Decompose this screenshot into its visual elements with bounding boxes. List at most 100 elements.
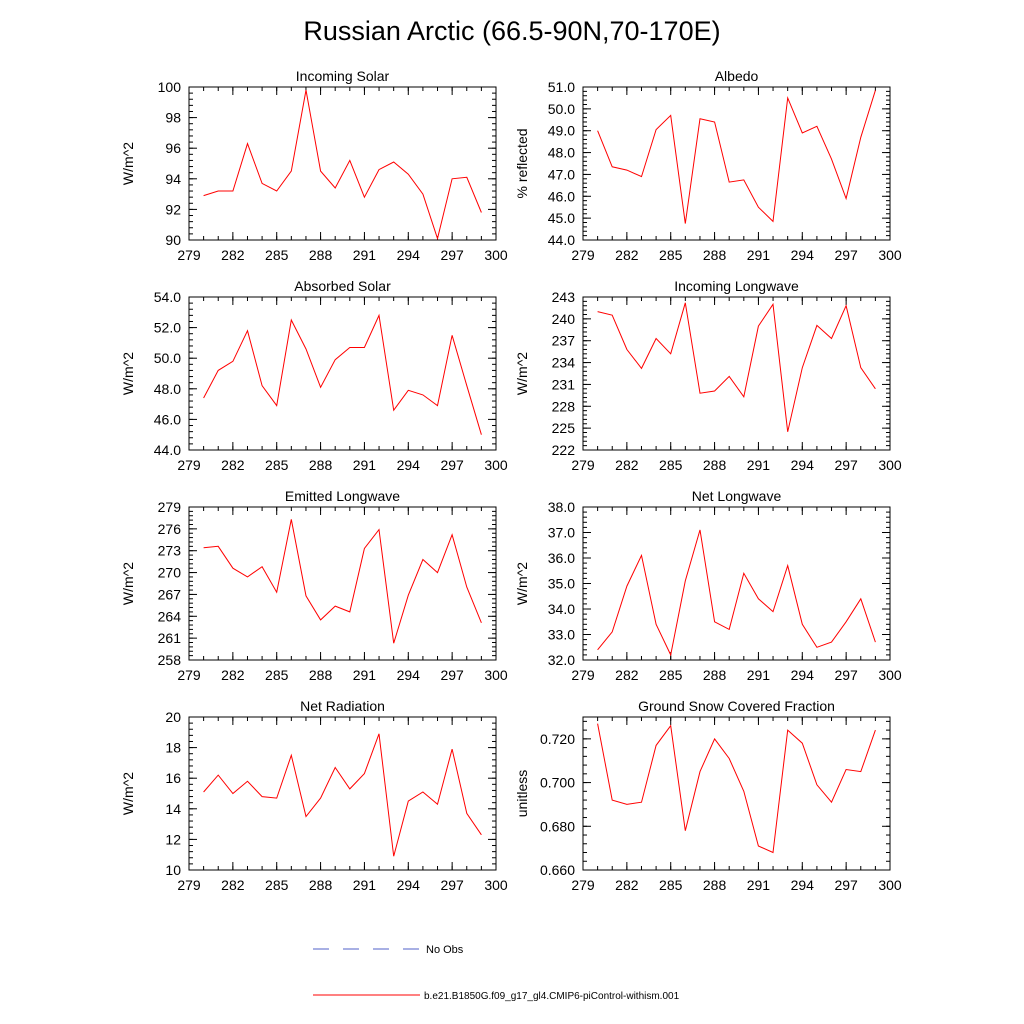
x-tick-label: 282 [221, 667, 245, 683]
y-axis-label: W/m^2 [120, 562, 136, 605]
x-tick-label: 279 [571, 247, 595, 263]
series-line-model [203, 313, 482, 435]
y-tick-label: 276 [158, 521, 182, 537]
x-tick-label: 294 [791, 247, 815, 263]
y-tick-label: 33.0 [548, 627, 575, 643]
y-tick-label: 20 [165, 709, 181, 725]
y-tick-label: 37.0 [548, 525, 575, 541]
x-tick-label: 300 [484, 247, 508, 263]
x-tick-label: 291 [353, 667, 377, 683]
x-tick-label: 300 [484, 667, 508, 683]
x-tick-label: 297 [834, 247, 858, 263]
y-tick-label: 270 [158, 565, 182, 581]
x-tick-label: 282 [221, 247, 245, 263]
x-tick-label: 291 [747, 667, 771, 683]
y-tick-label: 44.0 [548, 232, 575, 248]
x-tick-label: 300 [878, 667, 902, 683]
panel-net-radiation: Net Radiation W/m^2 279 282 285 288 291 294 297 3… [120, 698, 508, 893]
y-tick-label: 228 [552, 398, 576, 414]
x-tick-label: 297 [440, 247, 464, 263]
y-tick-label: 100 [158, 79, 182, 95]
x-tick-label: 291 [353, 877, 377, 893]
y-tick-label: 16 [165, 770, 181, 786]
plot-frame [188, 86, 497, 241]
series-line-model [203, 733, 482, 857]
y-tick-label: 18 [165, 740, 181, 756]
x-tick-label: 279 [571, 457, 595, 473]
panel-ground-snow-covered-fraction: Ground Snow Covered Fraction unitless 279 2… [514, 698, 902, 893]
y-tick-label: 273 [158, 543, 182, 559]
plot-frame [582, 296, 891, 451]
y-axis-label: W/m^2 [514, 562, 530, 605]
x-tick-label: 285 [659, 667, 683, 683]
panel-title: Emitted Longwave [285, 488, 400, 504]
x-tick-label: 291 [747, 877, 771, 893]
x-tick-label: 291 [747, 247, 771, 263]
x-tick-label: 294 [397, 667, 421, 683]
y-tick-label: 54.0 [154, 289, 181, 305]
panel-absorbed-solar: Absorbed Solar W/m^2 279 282 285 288 291 294 297… [120, 278, 508, 473]
y-tick-label: 234 [552, 355, 576, 371]
y-tick-label: 10 [165, 862, 181, 878]
y-tick-label: 264 [158, 608, 182, 624]
y-tick-label: 231 [552, 376, 576, 392]
y-tick-label: 225 [552, 420, 576, 436]
panel-incoming-solar: Incoming Solar W/m^2 279 282 285 288 291 294 297… [120, 68, 508, 263]
series-line-model [203, 90, 482, 241]
x-tick-label: 279 [177, 667, 201, 683]
x-tick-label: 282 [221, 457, 245, 473]
x-tick-label: 288 [309, 667, 333, 683]
series-line-model [597, 90, 876, 224]
y-axis-label: W/m^2 [120, 142, 136, 185]
y-tick-label: 96 [165, 140, 181, 156]
y-tick-label: 267 [158, 586, 182, 602]
x-tick-label: 297 [834, 667, 858, 683]
y-tick-label: 38.0 [548, 499, 575, 515]
x-tick-label: 288 [703, 457, 727, 473]
panel-incoming-longwave: Incoming Longwave W/m^2 279 282 285 288 291 294… [514, 278, 902, 473]
y-tick-label: 34.0 [548, 601, 575, 617]
y-axis-label: % reflected [514, 128, 530, 198]
panel-net-longwave: Net Longwave W/m^2 279 282 285 288 291 294 297 30… [514, 488, 902, 683]
x-tick-label: 279 [177, 247, 201, 263]
x-tick-label: 279 [177, 877, 201, 893]
x-tick-label: 285 [265, 877, 289, 893]
legend-obs-label: No Obs [426, 944, 464, 956]
x-tick-label: 288 [703, 247, 727, 263]
x-tick-label: 285 [265, 247, 289, 263]
series-line-model [597, 723, 876, 854]
x-tick-label: 282 [615, 667, 639, 683]
x-tick-label: 300 [878, 247, 902, 263]
y-tick-label: 261 [158, 630, 182, 646]
plot-frame [582, 506, 891, 661]
y-axis-label: W/m^2 [514, 352, 530, 395]
panel-title: Incoming Solar [296, 68, 390, 84]
x-tick-label: 300 [484, 457, 508, 473]
x-tick-label: 282 [221, 877, 245, 893]
y-axis-label: unitless [514, 770, 530, 817]
y-tick-label: 237 [552, 333, 576, 349]
y-tick-label: 52.0 [154, 320, 181, 336]
x-tick-label: 297 [834, 877, 858, 893]
y-tick-label: 48.0 [548, 145, 575, 161]
x-tick-label: 285 [659, 457, 683, 473]
x-tick-label: 294 [791, 877, 815, 893]
x-tick-label: 291 [353, 247, 377, 263]
y-tick-label: 50.0 [154, 350, 181, 366]
y-tick-label: 92 [165, 201, 181, 217]
x-tick-label: 282 [615, 877, 639, 893]
plot-frame [582, 86, 891, 241]
x-tick-label: 285 [659, 247, 683, 263]
x-tick-label: 279 [177, 457, 201, 473]
x-tick-label: 282 [615, 457, 639, 473]
x-tick-label: 288 [309, 877, 333, 893]
x-tick-label: 297 [834, 457, 858, 473]
x-tick-label: 288 [703, 877, 727, 893]
x-tick-label: 297 [440, 877, 464, 893]
x-tick-label: 297 [440, 667, 464, 683]
y-tick-label: 47.0 [548, 166, 575, 182]
x-tick-label: 288 [703, 667, 727, 683]
plot-frame [188, 716, 497, 871]
y-tick-label: 0.720 [540, 731, 575, 747]
